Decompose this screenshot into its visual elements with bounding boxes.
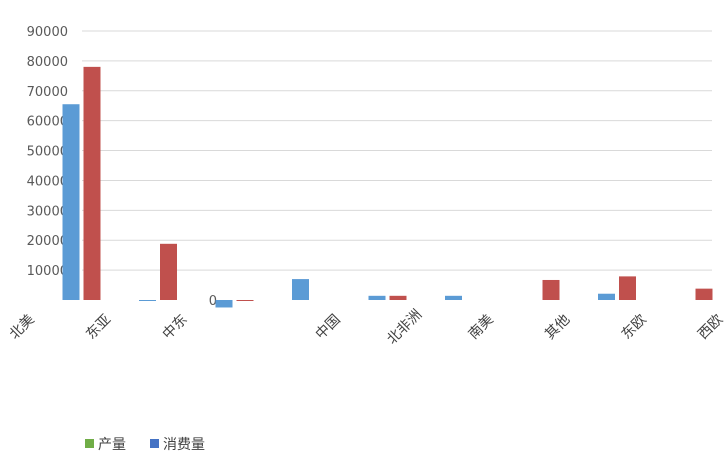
legend-label-消费量: 消费量 bbox=[163, 437, 205, 453]
y-tick-label-20000: 20000 bbox=[27, 234, 68, 249]
bar-北非洲-消费量 bbox=[389, 295, 407, 300]
bar-南美-产量 bbox=[445, 295, 462, 300]
bar-西欧-消费量 bbox=[695, 288, 713, 300]
legend-swatch-产量 bbox=[85, 439, 94, 448]
x-category-label-东欧: 东欧 bbox=[619, 312, 650, 343]
x-category-label-东亚: 东亚 bbox=[83, 312, 114, 343]
y-tick-label-10000: 10000 bbox=[27, 264, 68, 279]
legend-swatch-消费量 bbox=[150, 439, 159, 448]
bar-北非洲-产量 bbox=[368, 295, 386, 300]
bar-东欧-消费量 bbox=[619, 276, 636, 300]
x-category-label-西欧: 西欧 bbox=[695, 312, 726, 343]
x-category-label-北非洲: 北非洲 bbox=[384, 307, 425, 348]
bar-其他-消费量 bbox=[542, 279, 560, 300]
bar-blank-消费量 bbox=[236, 300, 254, 301]
bar-东亚-产量 bbox=[62, 104, 80, 300]
x-category-label-南美: 南美 bbox=[466, 312, 497, 343]
y-tick-label-90000: 90000 bbox=[27, 25, 68, 40]
y-tick-label-70000: 70000 bbox=[27, 85, 68, 100]
x-category-label-中东: 中东 bbox=[160, 312, 191, 343]
bar-中国-产量 bbox=[292, 279, 309, 300]
y-tick-label-40000: 40000 bbox=[27, 174, 68, 189]
x-category-label-其他: 其他 bbox=[542, 312, 573, 343]
y-tick-label-zero: 0 bbox=[209, 294, 217, 309]
bar-东欧-产量 bbox=[598, 293, 615, 300]
bar-中东-消费量 bbox=[160, 243, 177, 300]
y-tick-label-30000: 30000 bbox=[27, 204, 68, 219]
legend-label-产量: 产量 bbox=[98, 437, 126, 453]
y-tick-label-50000: 50000 bbox=[27, 145, 68, 160]
gridlines bbox=[82, 30, 712, 271]
x-category-label-北美: 北美 bbox=[7, 312, 38, 343]
x-axis-category-labels: 北美东亚中东中国北非洲南美其他东欧西欧北非 bbox=[7, 307, 726, 348]
y-axis-tick-labels: 10000 20000 30000 40000 50000 60000 70000 80000… bbox=[27, 25, 217, 309]
bar-blank-产量 bbox=[215, 300, 233, 308]
legend: 产量 消费量 bbox=[85, 437, 205, 453]
bars bbox=[62, 66, 713, 308]
y-tick-label-80000: 80000 bbox=[27, 55, 68, 70]
y-tick-label-60000: 60000 bbox=[27, 115, 68, 130]
bar-中东-产量 bbox=[139, 300, 156, 301]
x-category-label-中国: 中国 bbox=[313, 312, 344, 343]
bar-东亚-消费量 bbox=[83, 66, 101, 300]
